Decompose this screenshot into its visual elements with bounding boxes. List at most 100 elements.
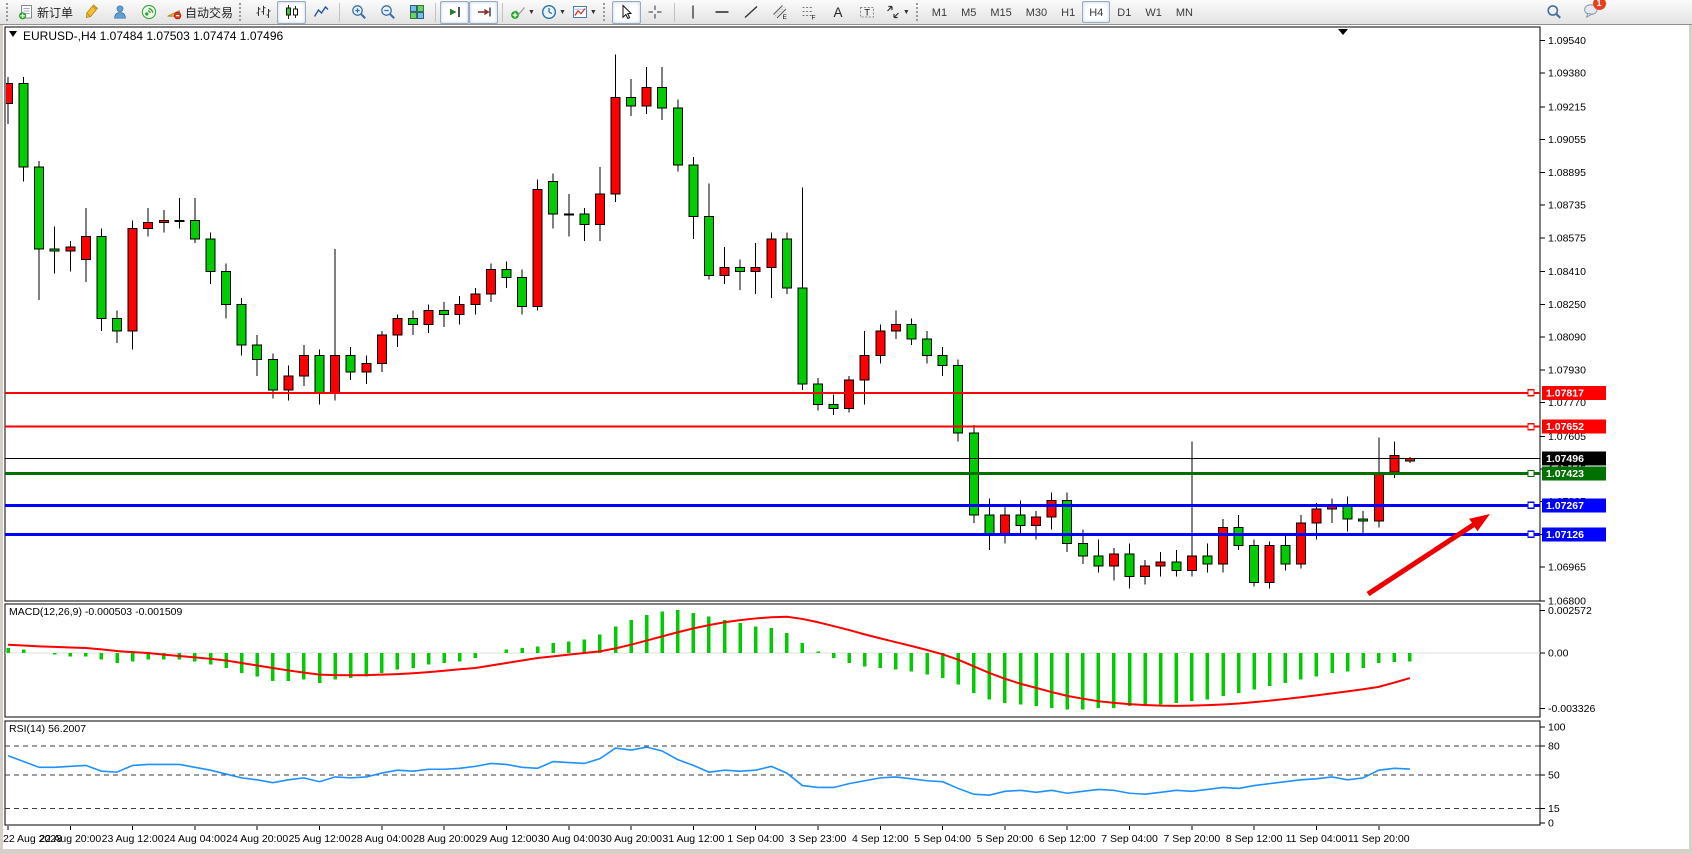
toolbar-button-crayon[interactable]: [76, 1, 105, 24]
toolbar-separator: [915, 3, 922, 21]
timeframe-button-h4[interactable]: H4: [1082, 1, 1111, 23]
toolbar-button-candlestick-mode[interactable]: [277, 0, 307, 24]
toolbar-button-zoom-in[interactable]: [344, 1, 373, 24]
toolbar-button-community[interactable]: [105, 1, 134, 24]
svg-text:1.07652: 1.07652: [1546, 421, 1584, 433]
svg-text:22 Aug 20:00: 22 Aug 20:00: [39, 833, 101, 845]
toolbar-label-auto-trading: 自动交易: [185, 5, 234, 20]
svg-text:1.07496: 1.07496: [1546, 453, 1584, 465]
svg-text:1.08090: 1.08090: [1548, 332, 1586, 344]
toolbar-button-bar-chart-mode[interactable]: [248, 1, 277, 24]
svg-text:1.07817: 1.07817: [1546, 387, 1584, 399]
timeframe-button-m5[interactable]: M5: [961, 6, 977, 19]
svg-text:0: 0: [1548, 818, 1554, 830]
toolbar-button-zoom-out[interactable]: [373, 1, 402, 24]
toolbar-right-group: 1: [1539, 0, 1606, 24]
toolbar-button-crosshair-tool[interactable]: [641, 1, 670, 24]
timeframe-button-h1[interactable]: H1: [1061, 6, 1076, 19]
toolbar-separator: [6, 3, 12, 21]
toolbar-button-indicators-list[interactable]: ▼: [507, 1, 538, 24]
trendline-icon: [743, 4, 759, 20]
toolbar-separator: [602, 3, 609, 21]
signals-icon: [141, 4, 157, 20]
chevron-down-icon[interactable]: ▼: [558, 8, 566, 16]
chart-scroll-marker[interactable]: [1338, 29, 1348, 35]
svg-text:1.09540: 1.09540: [1548, 35, 1586, 47]
svg-text:4 Sep 12:00: 4 Sep 12:00: [852, 833, 909, 845]
horizontal-lines[interactable]: [5, 389, 1540, 538]
svg-text:23 Aug 12:00: 23 Aug 12:00: [102, 833, 164, 845]
chevron-down-icon[interactable]: ▼: [902, 8, 910, 16]
toolbar-button-chart-shift[interactable]: [440, 0, 470, 24]
timeframe-button-m30[interactable]: M30: [1025, 6, 1048, 19]
toolbar-button-periods-list[interactable]: ▼: [538, 1, 569, 24]
toolbar-separator: [339, 2, 341, 22]
timeframe-button-w1[interactable]: W1: [1145, 6, 1162, 19]
text-label-icon: T: [859, 4, 875, 20]
svg-text:7 Sep 04:00: 7 Sep 04:00: [1101, 833, 1158, 845]
svg-text:11 Sep 20:00: 11 Sep 20:00: [1348, 833, 1410, 845]
svg-text:80: 80: [1548, 741, 1560, 753]
toolbar-button-auto-scroll[interactable]: [469, 0, 499, 24]
trend-arrow-annotation[interactable]: [1366, 514, 1490, 597]
svg-text:31 Aug 12:00: 31 Aug 12:00: [662, 833, 724, 845]
bars-icon: [255, 4, 271, 20]
svg-text:0.00: 0.00: [1548, 648, 1569, 660]
timeframe-button-d1[interactable]: D1: [1117, 6, 1132, 19]
timeframe-button-m15[interactable]: M15: [990, 6, 1012, 19]
arrows-icon: [885, 4, 901, 20]
zoom-out-icon: [380, 4, 396, 20]
linechart-icon: [313, 4, 329, 20]
toolbar-button-signals[interactable]: [134, 1, 163, 24]
symbol-dropdown-icon[interactable]: [9, 31, 17, 37]
toolbar-button-notifications[interactable]: 1: [1576, 0, 1606, 24]
toolbar-button-line-chart-mode[interactable]: [306, 1, 335, 24]
svg-text:1.08895: 1.08895: [1548, 167, 1586, 179]
svg-text:1.07605: 1.07605: [1548, 431, 1586, 443]
toolbar-separator: [435, 2, 437, 22]
svg-text:T: T: [865, 7, 871, 18]
new-order-icon: [18, 4, 34, 20]
rsi-label: RSI(14) 56.2007: [9, 723, 86, 735]
toolbar-button-new-order[interactable]: 新订单: [15, 1, 76, 24]
svg-text:5 Sep 20:00: 5 Sep 20:00: [977, 833, 1034, 845]
svg-text:28 Aug 20:00: 28 Aug 20:00: [413, 833, 475, 845]
toolbar-button-cursor-tool[interactable]: [611, 0, 641, 24]
svg-text:1.09215: 1.09215: [1548, 101, 1586, 113]
chevron-down-icon[interactable]: ▼: [589, 8, 597, 16]
toolbar-button-auto-trading[interactable]: 自动交易: [163, 1, 236, 24]
svg-text:100: 100: [1548, 722, 1566, 734]
svg-text:7 Sep 20:00: 7 Sep 20:00: [1164, 833, 1221, 845]
cursor-icon: [618, 4, 634, 20]
svg-text:5 Sep 04:00: 5 Sep 04:00: [914, 833, 971, 845]
crayon-icon: [83, 4, 99, 20]
toolbar-button-templates-list[interactable]: ▼: [569, 1, 600, 24]
toolbar: 新订单 自动交易 ▼ ▼ ▼ E F A T ▼ M1 M5 M15 M30 H1 H4 D1 W1 MN 1: [0, 0, 1692, 25]
svg-text:E: E: [783, 14, 788, 20]
auto-scroll-icon: [476, 4, 492, 20]
toolbar-button-equidistant-channel-tool[interactable]: E: [766, 1, 795, 24]
toolbar-button-trendline-tool[interactable]: [737, 1, 766, 24]
svg-text:24 Aug 20:00: 24 Aug 20:00: [226, 833, 288, 845]
toolbar-button-horizontal-line-tool[interactable]: [708, 1, 737, 24]
toolbar-button-text-tool[interactable]: A: [824, 1, 853, 24]
toolbar-button-arrows-tool[interactable]: ▼: [882, 1, 913, 24]
toolbar-separator: [673, 2, 675, 22]
toolbar-button-fibonacci-tool[interactable]: F: [795, 1, 824, 24]
toolbar-button-text-label-tool[interactable]: T: [853, 1, 882, 24]
timeframe-button-mn[interactable]: MN: [1175, 6, 1193, 19]
timeframe-button-m1[interactable]: M1: [931, 6, 948, 19]
svg-text:30 Aug 20:00: 30 Aug 20:00: [600, 833, 662, 845]
svg-text:11 Sep 04:00: 11 Sep 04:00: [1286, 833, 1348, 845]
svg-text:1.07770: 1.07770: [1548, 397, 1586, 409]
toolbar-button-search[interactable]: [1539, 1, 1568, 24]
chevron-down-icon[interactable]: ▼: [528, 8, 535, 16]
svg-text:1.08735: 1.08735: [1548, 200, 1586, 212]
svg-text:1.07126: 1.07126: [1546, 529, 1584, 541]
toolbar-button-tile-windows[interactable]: [402, 1, 431, 24]
tile-windows-icon: [409, 4, 425, 20]
toolbar-button-vertical-line-tool[interactable]: [679, 1, 708, 24]
